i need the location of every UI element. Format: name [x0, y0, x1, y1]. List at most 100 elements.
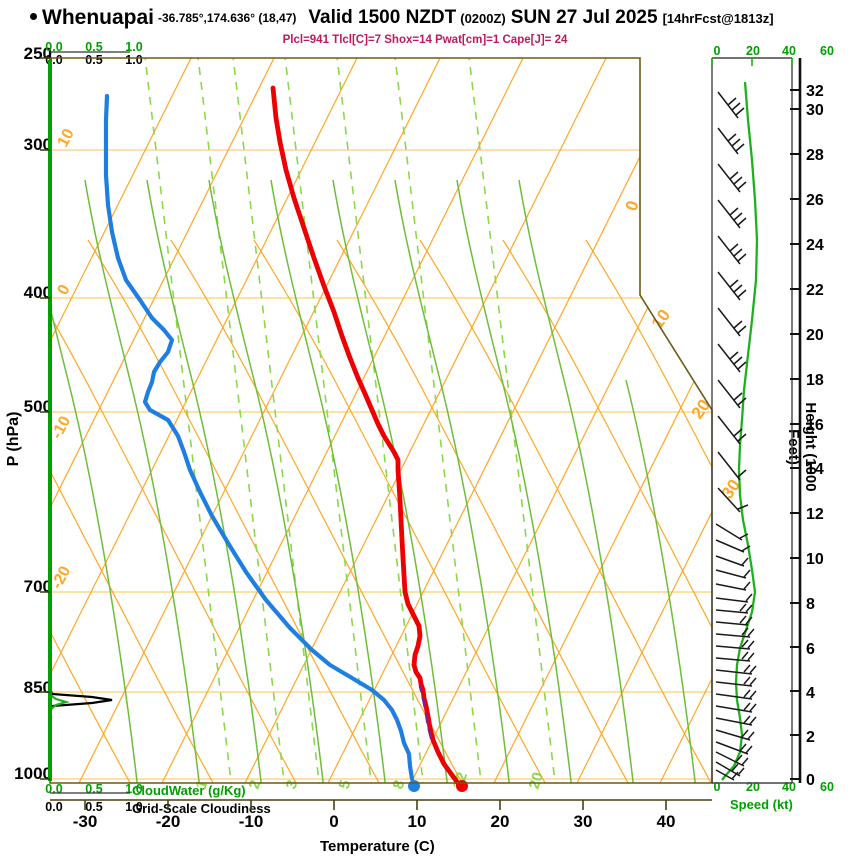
skewt-gridlines	[50, 58, 712, 783]
wind-barb	[715, 639, 755, 650]
speed-tick-top-40: 40	[782, 44, 796, 58]
speed-axis-ticks	[711, 58, 793, 66]
temperature-axis-label: Temperature (C)	[320, 838, 435, 855]
speed-tick-top-0: 0	[713, 44, 721, 58]
wind-barb	[717, 487, 749, 513]
wind-barb	[717, 91, 745, 119]
temperature-tick-0: 0	[329, 812, 339, 831]
wind-speed-curve	[721, 81, 759, 781]
valid-date-label: SUN 27 Jul 2025	[510, 7, 658, 28]
wind-barb	[717, 163, 747, 193]
cloudiness-tick-bot-05: 0.5	[85, 800, 103, 814]
height-tick-14: 14	[806, 461, 824, 478]
wind-barb	[715, 689, 757, 700]
temperature-tick--20: -20	[155, 812, 181, 831]
height-tick-0: 0	[806, 772, 815, 789]
dewpoint-curve	[103, 93, 415, 782]
cloudiness-tick-bot-1: 1.0	[125, 800, 143, 814]
height-tick-32: 32	[806, 83, 824, 100]
surface-temperature-marker	[456, 780, 468, 792]
mixing-ratio-label-20: 20	[526, 770, 547, 791]
chart-title-row: Whenuapai -36.785°,174.636° (18,47) Valid …	[0, 6, 850, 32]
dry-adiabat-label-20: 20	[688, 396, 714, 422]
wind-profile-panel	[711, 57, 793, 784]
height-tick-6: 6	[806, 641, 815, 658]
cloudwater-tick-top-1: 1.0	[125, 40, 143, 54]
cloudwater-tick-top-0: 0.0	[45, 40, 63, 54]
mixing-ratio-label-1: 1	[193, 778, 212, 791]
wind-barb	[717, 307, 747, 337]
wind-barb	[715, 555, 749, 567]
temperature-tick--10: -10	[238, 812, 264, 831]
height-tick-2: 2	[806, 729, 815, 746]
wind-barb	[717, 379, 747, 409]
cloudiness-tick-top-05: 0.5	[85, 53, 103, 67]
height-axis	[790, 58, 802, 783]
cloudiness-axis-label: Grid-Scale Cloudiness	[132, 801, 271, 816]
isotherm-label-10: 10	[55, 126, 78, 150]
height-tick-10: 10	[806, 551, 824, 568]
plot-frame	[49, 57, 713, 784]
wind-barb	[715, 593, 753, 603]
temperature-tick-30: 30	[573, 812, 593, 831]
wind-barb	[715, 651, 755, 662]
wind-barb	[715, 741, 753, 755]
wind-barbs	[715, 91, 757, 781]
wind-barb	[715, 523, 749, 541]
wind-barb	[715, 603, 753, 614]
wind-barb	[717, 451, 747, 481]
wind-barb	[717, 415, 747, 445]
pressure-axis-ticks	[40, 57, 50, 780]
height-tick-28: 28	[806, 147, 824, 164]
wind-barb	[715, 676, 757, 687]
station-name: Whenuapai	[42, 6, 155, 29]
cloud-water-trace	[49, 694, 70, 711]
height-tick-16: 16	[806, 417, 824, 434]
height-tick-4: 4	[806, 685, 815, 702]
speed-tick-top-20: 20	[746, 44, 760, 58]
height-tick-18: 18	[806, 372, 824, 389]
mixing-ratio-label-5: 5	[336, 778, 355, 791]
stability-indices: Plcl=941 Tlcl[C]=7 Shox=14 Pwat[cm]=1 Ca…	[282, 34, 568, 46]
wind-barb	[715, 715, 757, 726]
mixing-ratio-label-8: 8	[390, 778, 409, 791]
wind-barb	[715, 751, 749, 767]
wind-barb	[715, 627, 755, 638]
height-tick-8: 8	[806, 596, 815, 613]
isobar-lines	[50, 58, 712, 780]
temperature-tick--30: -30	[72, 812, 98, 831]
mixing-ratio-lines	[142, 58, 557, 783]
isotherm-label-0: 0	[55, 282, 74, 298]
wind-barb	[715, 569, 751, 579]
wind-barb	[717, 235, 747, 265]
isotherm-label--20: -20	[49, 563, 75, 591]
speed-tick-bot-0: 0	[713, 780, 721, 794]
valid-zulu-label: (0200Z)	[460, 10, 506, 26]
speed-tick-top-60: 60	[820, 44, 834, 58]
wind-barb	[715, 769, 739, 781]
cloudiness-tick-bot-0: 0.0	[45, 800, 63, 814]
height-tick-24: 24	[806, 237, 824, 254]
surface-dewpoint-marker	[408, 780, 420, 792]
height-tick-30: 30	[806, 102, 824, 119]
temperature-tick-40: 40	[656, 812, 676, 831]
height-tick-20: 20	[806, 327, 824, 344]
speed-axis-label: Speed (kt)	[730, 797, 793, 812]
wind-barb	[715, 581, 751, 591]
cloudwater-tick-top-05: 0.5	[85, 40, 103, 54]
wind-barb	[717, 271, 747, 301]
cloudwater-axis-label: CloudWater (g/Kg)	[132, 783, 246, 798]
speed-tick-bot-60: 60	[820, 780, 834, 794]
station-marker-dot	[30, 13, 37, 20]
forecast-tag: [14hrFcst@1813z]	[662, 10, 774, 26]
isotherm-lines	[50, 58, 712, 783]
temperature-axis	[50, 799, 712, 810]
valid-time-label: Valid 1500 NZDT	[308, 7, 457, 28]
wind-barb	[715, 539, 751, 553]
isotherm-label--10: -10	[49, 413, 75, 441]
height-tick-12: 12	[806, 506, 824, 523]
wind-barb	[715, 615, 753, 626]
temperature-tick-10: 10	[407, 812, 427, 831]
